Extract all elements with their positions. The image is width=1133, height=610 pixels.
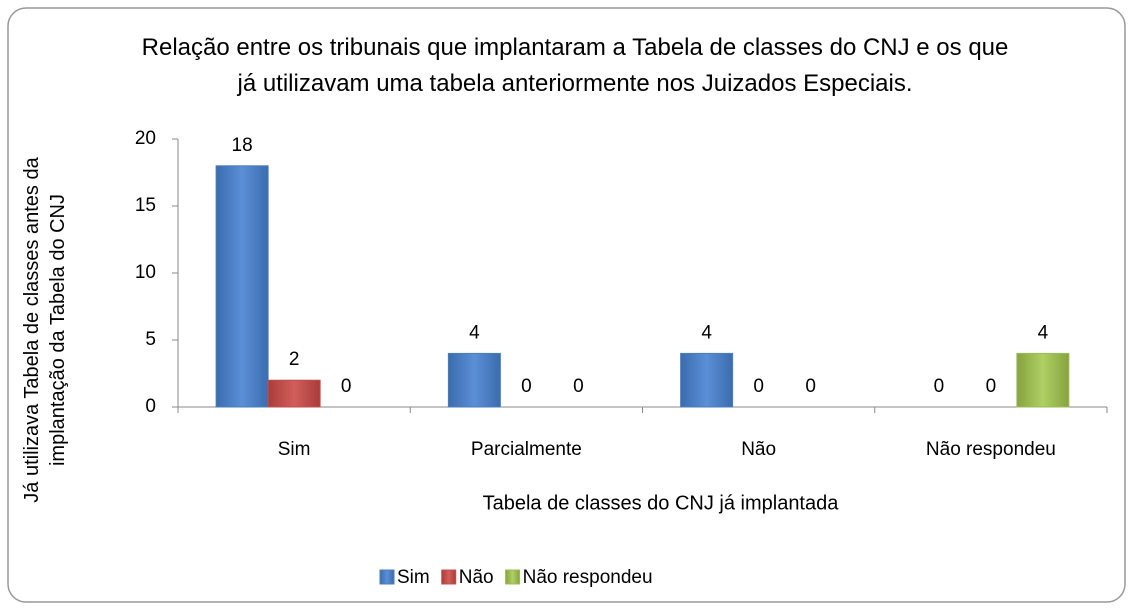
value-label: 0 (753, 376, 764, 397)
legend-label: Sim (397, 567, 430, 588)
chart-border (7, 7, 1126, 603)
value-label: 0 (573, 376, 584, 397)
value-label: 0 (805, 376, 816, 397)
value-label: 18 (232, 135, 253, 156)
value-label: 0 (934, 376, 945, 397)
y-tick-label: 20 (135, 128, 156, 149)
legend-swatch (379, 569, 395, 585)
value-label: 0 (341, 376, 352, 397)
legend-label: Não (459, 567, 494, 588)
value-label: 4 (469, 322, 480, 343)
x-tick-label: Parcialmente (471, 439, 582, 460)
y-tick-label: 0 (145, 396, 156, 417)
bar (680, 352, 734, 408)
bar (267, 379, 321, 408)
bar (1016, 352, 1070, 408)
legend-swatch (441, 569, 457, 585)
value-label: 2 (289, 349, 300, 370)
value-label: 0 (986, 376, 997, 397)
x-tick-label: Não (741, 439, 776, 460)
bar (447, 352, 501, 408)
y-tick-label: 10 (135, 262, 156, 283)
y-tick-label: 5 (145, 329, 156, 350)
legend-swatch (505, 569, 521, 585)
x-axis-label: Tabela de classes do CNJ já implantada (483, 492, 840, 514)
y-axis-label: Já utilizava Tabela de classes antes da … (21, 157, 69, 503)
bar (215, 165, 269, 408)
value-label: 0 (521, 376, 532, 397)
legend-label: Não respondeu (523, 567, 653, 588)
value-label: 4 (1038, 322, 1049, 343)
x-tick-label: Sim (278, 439, 311, 460)
y-tick-label: 15 (135, 195, 156, 216)
chart-title: Relação entre os tribunais que implantar… (141, 34, 1009, 97)
x-tick-label: Não respondeu (926, 439, 1056, 460)
value-label: 4 (701, 322, 712, 343)
